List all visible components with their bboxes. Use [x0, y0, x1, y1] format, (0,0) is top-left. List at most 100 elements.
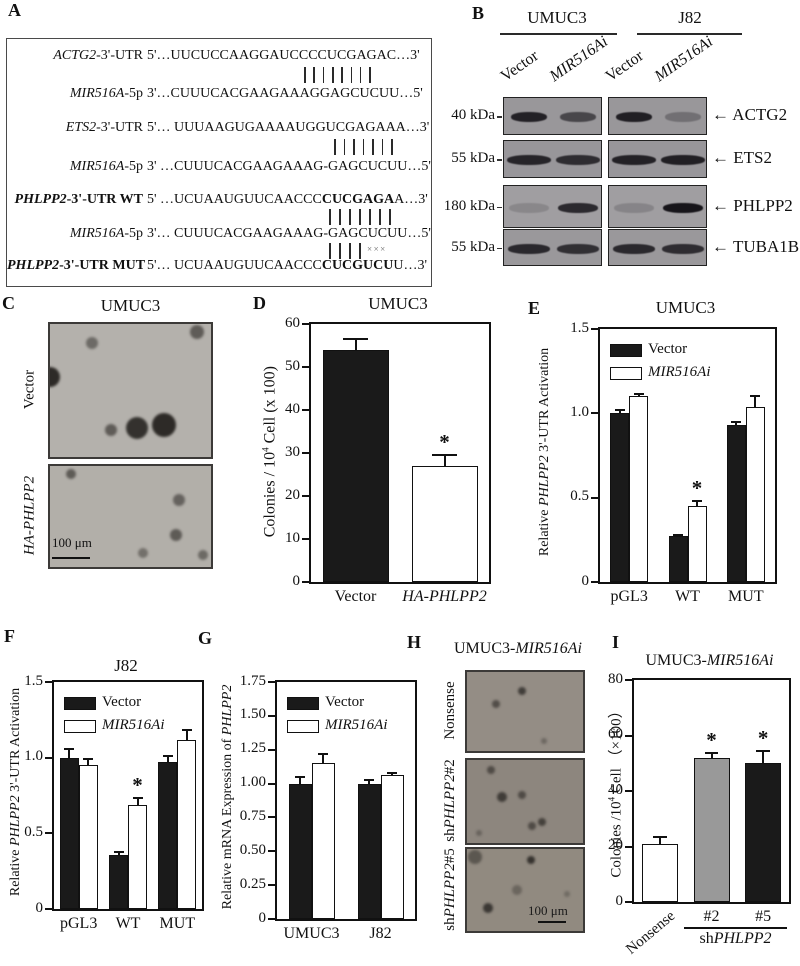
- protein-band: [663, 202, 704, 213]
- sequence-text: 3'…CUUUCACGAAGAAAGGAGCUCUU…5': [147, 86, 423, 101]
- base-pair-bar: [339, 209, 341, 225]
- x-tick-label: pGL3: [59, 915, 98, 932]
- x-tick-label: WT: [675, 588, 700, 605]
- y-axis-tick: [267, 714, 276, 717]
- significance-asterisk: *: [757, 725, 769, 750]
- colony: [527, 822, 536, 831]
- error-bar: [322, 754, 324, 764]
- error-bar-cap: [387, 771, 397, 774]
- legend-swatch: [610, 367, 642, 380]
- sequence-label: MIR516A-5p: [69, 86, 143, 101]
- molecular-weight-label: 40 kDa: [451, 107, 495, 123]
- base-pair-bar: [329, 243, 331, 259]
- bar: [128, 804, 147, 909]
- protein-band: [510, 112, 547, 122]
- molecular-weight-label: 180 kDa: [443, 197, 495, 214]
- y-axis-tick: [267, 918, 276, 920]
- panel-b: B UMUC3 J82 Vector MIR516Ai Vector MIR516Ai…: [440, 0, 800, 290]
- scale-bar-line: [538, 921, 566, 923]
- significance-asterisk: *: [132, 772, 143, 797]
- error-bar: [368, 780, 370, 784]
- y-tick-label: 1.0: [24, 748, 43, 765]
- chart-title: UMUC3: [368, 294, 428, 313]
- base-pair-bar: [331, 67, 334, 83]
- base-pair-bar: [322, 67, 325, 83]
- mw-dash: [497, 159, 502, 161]
- y-tick-label: 80: [608, 670, 623, 687]
- sequence-row: MIR516A-5p 3' …CUUUCACGAAGAAAG-GAGCUCUU…5…: [7, 159, 431, 175]
- blot-target-label: ← PHLPP2: [712, 195, 793, 215]
- bar: [641, 843, 678, 902]
- blot-box: [503, 97, 602, 135]
- sequence-label: PHLPP2-3'-UTR WT: [14, 192, 143, 207]
- plot-area: [598, 327, 777, 584]
- sequence-label: MIR516A-5p: [69, 159, 143, 174]
- mw-dash: [497, 206, 502, 208]
- legend-swatch: [287, 697, 319, 710]
- scale-bar-text: 100 μm: [528, 903, 568, 918]
- panel-e-label: E: [528, 298, 541, 318]
- sequence-label: MIR516A-5p: [69, 226, 143, 241]
- base-pair-bar: [359, 209, 361, 225]
- y-tick-label: 20: [608, 837, 623, 853]
- sequence-row: ETS2-3'-UTR 5'… UUUAAGUGAAAAUGGUCGAGAAA…3…: [7, 120, 431, 136]
- y-tick-label: 0: [258, 909, 267, 926]
- bar: [610, 413, 630, 582]
- sequence-text: 5'…UUCUCCAAGGAUCCCCUCGAGAC…3': [147, 48, 420, 63]
- base-pair-bar: [372, 139, 374, 155]
- protein-band: [615, 112, 652, 122]
- legend-swatch: [287, 720, 319, 733]
- y-tick-label: 40: [608, 781, 623, 798]
- legend-swatch: [64, 697, 96, 710]
- y-tick-label: 0: [615, 892, 624, 909]
- panel-g-label: G: [198, 628, 213, 648]
- legend-label: Vector: [648, 341, 688, 357]
- bar: [629, 396, 649, 582]
- panel-a-label: A: [8, 0, 21, 20]
- y-axis-tick: [301, 581, 310, 583]
- sequence-text: 3'… CUUUCACGAAGAAAG-GAGCUCUU…5': [147, 226, 431, 241]
- colony: [105, 424, 118, 437]
- bar: [158, 762, 178, 909]
- y-axis-tick: [624, 901, 633, 903]
- micrograph-title: UMUC3: [100, 296, 161, 315]
- x-tick-label: pGL3: [610, 588, 648, 605]
- plot-area: [52, 680, 204, 911]
- y-axis-tick: [624, 734, 633, 737]
- error-bar: [299, 777, 301, 784]
- base-pair-bar: [389, 209, 391, 225]
- y-axis-tick: [301, 538, 310, 540]
- scale-bar-line: [52, 557, 90, 559]
- error-bar: [710, 752, 713, 758]
- mismatch-marks: ×××: [367, 244, 387, 254]
- error-bar-cap: [731, 420, 742, 423]
- chart-title: UMUC3: [655, 298, 716, 317]
- colony: [475, 830, 482, 837]
- error-bar: [618, 409, 621, 414]
- legend-label: MIR516Ai: [648, 364, 711, 380]
- y-axis-tick: [301, 323, 310, 325]
- base-pair-bar: [353, 139, 355, 155]
- x-tick-label: UMUC3: [283, 925, 340, 942]
- y-tick-label: 0: [292, 572, 301, 589]
- bar: [693, 757, 730, 902]
- colony: [65, 469, 76, 480]
- lane-label: Vector: [497, 47, 542, 86]
- colony: [517, 686, 526, 695]
- y-axis-tick: [301, 366, 310, 368]
- colony: [169, 528, 182, 541]
- error-bar-cap: [113, 851, 124, 854]
- error-bar: [185, 730, 188, 740]
- blot-target-label: ← ETS2: [712, 148, 772, 167]
- bar: [745, 406, 765, 582]
- y-tick-label: 1.5: [24, 672, 43, 689]
- base-pair-bar: [381, 139, 384, 155]
- blot-box: [608, 97, 707, 135]
- protein-band: [507, 243, 550, 254]
- error-bar: [391, 772, 393, 776]
- y-axis-title: Relative PHLPP2 3'-UTR Activation: [8, 687, 23, 897]
- y-tick-label: 1.00: [239, 774, 266, 791]
- y-tick-label: 1.75: [239, 672, 266, 689]
- panel-d-label: D: [253, 293, 266, 313]
- error-bar-cap: [342, 338, 369, 341]
